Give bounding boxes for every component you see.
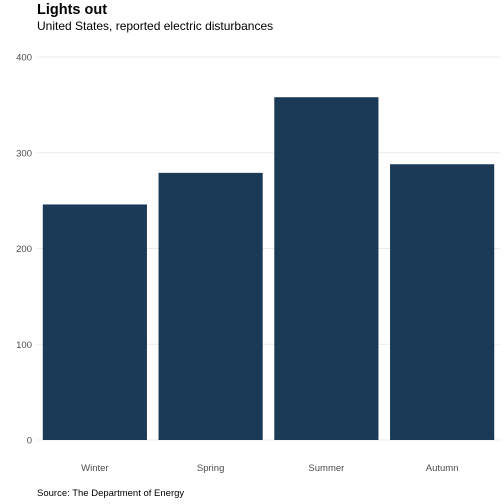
y-tick-label: 200 (16, 244, 32, 255)
y-tick-label: 300 (16, 148, 32, 159)
y-tick-label: 100 (16, 340, 32, 351)
x-tick-label: Winter (81, 463, 108, 474)
y-tick-label: 0 (27, 436, 32, 447)
bar-autumn (390, 164, 495, 441)
y-tick-label: 400 (16, 53, 32, 64)
bar-spring (158, 172, 263, 441)
x-tick-label: Autumn (426, 463, 459, 474)
chart-title: Lights out (37, 2, 108, 18)
bar-winter (42, 204, 147, 440)
chart-subtitle: United States, reported electric disturb… (37, 19, 274, 33)
chart-caption: Source: The Department of Energy (37, 488, 185, 499)
x-tick-label: Summer (308, 463, 344, 474)
bar-summer (274, 97, 379, 440)
x-tick-label: Spring (197, 463, 224, 474)
